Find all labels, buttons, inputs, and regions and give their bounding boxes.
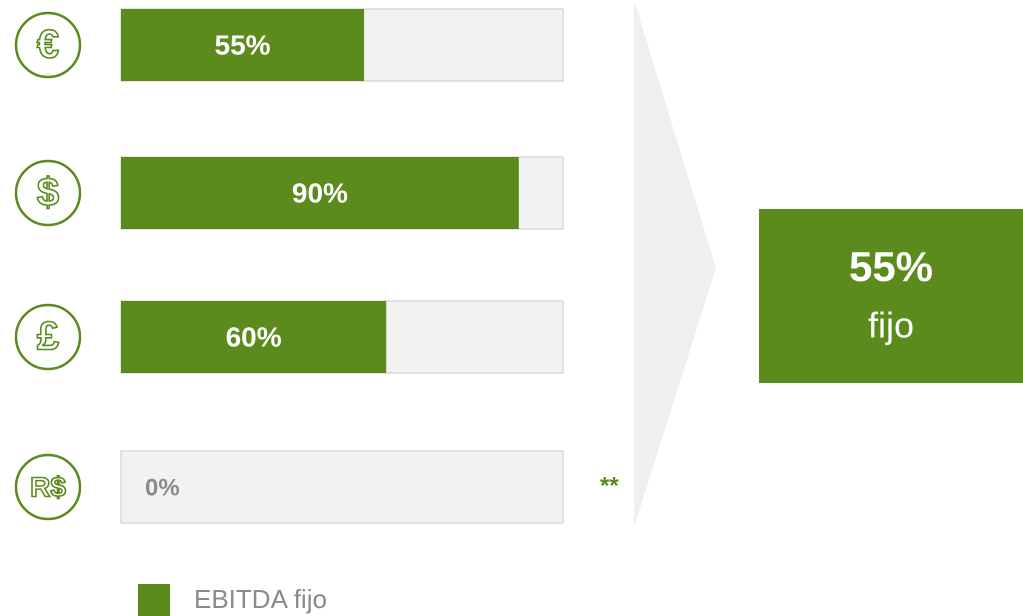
currency-icon <box>14 453 82 521</box>
bar-track <box>120 450 564 524</box>
bar <box>121 301 387 373</box>
currency-symbol: R$ <box>30 471 66 502</box>
arrow-chevron <box>634 0 716 527</box>
summary-value: 55% <box>849 243 933 290</box>
bar-value-label: 60% <box>226 321 282 352</box>
bar-value-label: 90% <box>292 177 348 208</box>
bar <box>121 157 519 229</box>
annotation: ** <box>600 472 619 499</box>
summary-box <box>759 209 1023 383</box>
legend-swatch <box>138 584 170 616</box>
summary-text: fijo <box>868 305 914 346</box>
currency-icon <box>14 159 82 227</box>
bar <box>121 9 365 81</box>
currency-symbol: £ <box>37 315 59 359</box>
bar-value-label: 55% <box>215 29 271 60</box>
currency-symbol: € <box>37 23 59 67</box>
currency-icon <box>14 11 82 79</box>
bar-value-label: 0% <box>145 474 180 501</box>
legend-label: EBITDA fijo <box>194 584 327 614</box>
currency-icon <box>14 303 82 371</box>
currency-symbol: $ <box>37 171 59 215</box>
